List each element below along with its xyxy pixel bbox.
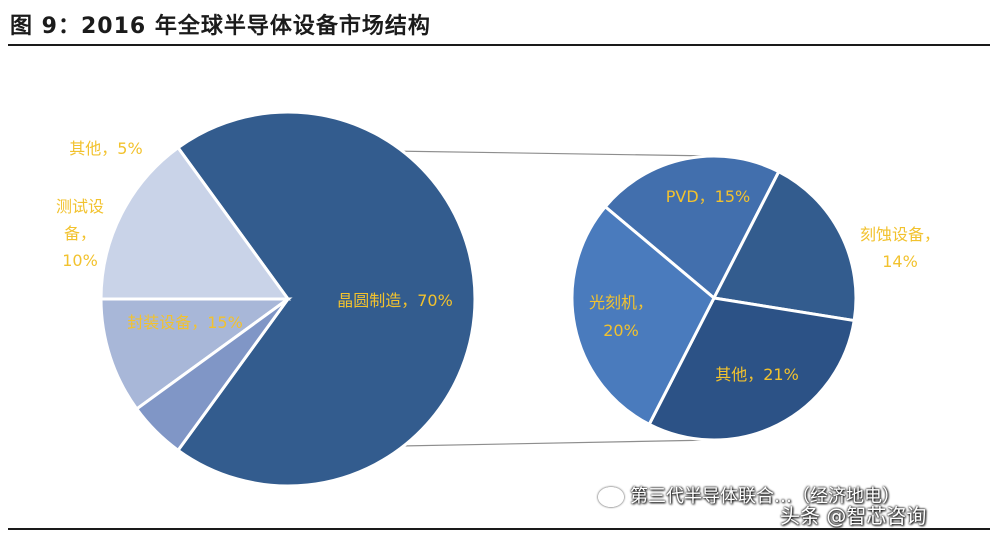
sub-pie-slice-3 bbox=[570, 204, 716, 427]
bottom-rule bbox=[8, 528, 990, 530]
main-label-packaging: 封装设备，15% bbox=[127, 313, 243, 332]
top-rule bbox=[8, 44, 990, 46]
watermark-text-1: 第三代半导体联合…（经济地电） bbox=[630, 486, 900, 507]
watermark-line-1: 第三代半导体联合…（经济地电） bbox=[598, 482, 900, 508]
sub-label-litho: 光刻机， 20% bbox=[589, 293, 653, 340]
main-pie-slice-1 bbox=[99, 145, 291, 301]
main-label-wafer: 晶圆制造，70% bbox=[337, 291, 453, 310]
chart-title: 图 9：2016 年全球半导体设备市场结构 bbox=[10, 14, 431, 39]
sub-label-pvd: PVD，15% bbox=[666, 187, 750, 206]
sub-pie-slice-2 bbox=[647, 296, 856, 442]
main-label-other: 其他，5% bbox=[69, 139, 142, 158]
sub-label-etch: 刻蚀设备， 14% bbox=[860, 225, 940, 271]
wechat-icon bbox=[598, 487, 624, 507]
main-pie-slice-3 bbox=[134, 297, 290, 453]
watermark-line-2: 头条 @智芯咨询 bbox=[780, 504, 927, 528]
main-pie-slice-2 bbox=[99, 297, 293, 412]
main-pie-slice-0 bbox=[175, 110, 477, 488]
sub-label-other: 其他，21% bbox=[715, 365, 799, 384]
sub-pie-slice-1 bbox=[711, 169, 858, 323]
main-label-test: 测试设备， 10% bbox=[56, 197, 104, 270]
sub-pie-slice-0 bbox=[603, 154, 781, 301]
